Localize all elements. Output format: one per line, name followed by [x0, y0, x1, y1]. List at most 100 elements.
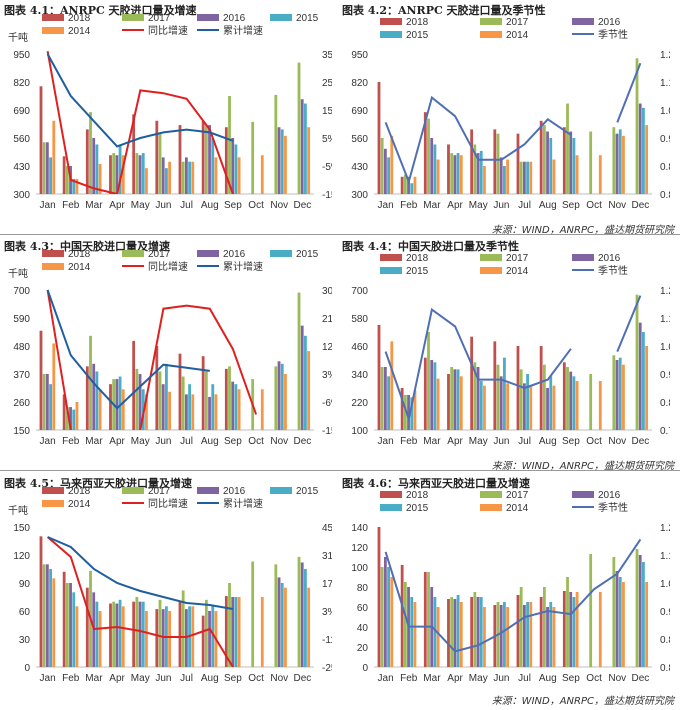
bar: [506, 159, 510, 194]
legend-swatch: [480, 31, 502, 38]
legend-swatch: [122, 250, 144, 257]
y-tick-label: 150: [13, 426, 30, 437]
bar: [529, 385, 533, 430]
legend-label: 2016: [223, 13, 246, 24]
legend-label: 2016: [223, 249, 246, 260]
bar: [522, 383, 526, 430]
bar: [377, 82, 381, 194]
legend-swatch: [42, 250, 64, 257]
x-tick-label: May: [469, 673, 488, 684]
bar: [132, 340, 136, 430]
bar: [274, 94, 278, 194]
y-tick-label: 120: [13, 551, 30, 562]
legend-label: 2018: [68, 13, 91, 24]
legend-swatch: [380, 18, 402, 25]
x-tick-label: Sep: [224, 673, 242, 684]
legend-swatch: [572, 254, 594, 261]
bar: [112, 153, 116, 194]
x-tick-label: Jun: [155, 200, 171, 211]
y2-tick-label: -5%: [322, 162, 332, 173]
bar: [49, 157, 52, 194]
bar: [145, 394, 148, 430]
bar: [403, 174, 407, 194]
bar: [65, 407, 69, 430]
source-note: 来源：WIND，ANRPC，盛达期货研究院: [491, 225, 674, 236]
y-tick-label: 140: [351, 523, 368, 534]
legend-swatch: [42, 27, 64, 34]
bar: [493, 129, 497, 194]
x-tick-label: Feb: [400, 200, 418, 211]
bar: [300, 325, 304, 430]
bar: [569, 371, 573, 430]
legend-label: 2014: [68, 26, 91, 37]
legend-swatch: [270, 14, 292, 21]
bar: [612, 557, 616, 667]
bar: [598, 592, 602, 667]
bar: [575, 381, 579, 430]
bar: [615, 133, 619, 194]
bar: [135, 368, 139, 430]
bar: [642, 107, 645, 194]
x-tick-label: Jun: [493, 673, 509, 684]
bar: [562, 127, 566, 194]
series-line: [46, 289, 210, 410]
bar: [433, 144, 437, 194]
bar: [109, 155, 112, 194]
legend-label: 季节性: [598, 264, 628, 277]
bar: [155, 609, 159, 667]
bar: [95, 601, 99, 667]
bar: [496, 364, 500, 430]
series-line: [384, 295, 642, 423]
bar: [204, 599, 208, 667]
bar: [98, 389, 102, 430]
x-tick-label: Mar: [423, 673, 441, 684]
legend-label: 2017: [148, 13, 171, 24]
bar: [251, 561, 255, 667]
bar: [645, 582, 649, 667]
x-tick-label: Feb: [62, 436, 80, 447]
bar: [307, 351, 311, 430]
y-tick-label: 260: [13, 398, 30, 409]
y2-tick-label: 30%: [322, 286, 332, 297]
y2-tick-label: 1.25: [660, 50, 670, 61]
bar: [549, 138, 553, 194]
legend-label: 2015: [406, 503, 429, 514]
chart-title: 图表 4.2：ANRPC 天胶进口量及季节性: [342, 4, 546, 17]
bar: [542, 364, 546, 430]
bar: [479, 597, 483, 667]
bar: [546, 607, 549, 667]
bar: [635, 58, 639, 194]
bar: [39, 86, 43, 194]
legend-swatch: [122, 487, 144, 494]
y-tick-label: 0: [24, 663, 30, 674]
bar: [453, 155, 457, 194]
bar: [503, 166, 506, 194]
bar: [575, 592, 579, 667]
bar: [380, 138, 384, 194]
y-tick-label: 60: [19, 607, 31, 618]
bar: [470, 129, 474, 194]
x-tick-label: Apr: [447, 436, 463, 447]
bar: [642, 562, 645, 667]
bar: [427, 118, 430, 194]
legend-swatch: [197, 250, 219, 257]
y-axis-unit: 千吨: [8, 31, 28, 44]
bar: [635, 549, 639, 667]
bar: [383, 148, 387, 194]
bar: [62, 156, 66, 194]
x-tick-label: Jun: [155, 673, 171, 684]
legend-label: 季节性: [598, 28, 628, 41]
legend-swatch: [270, 487, 292, 494]
bar: [234, 144, 238, 194]
bar: [178, 125, 182, 194]
bar: [52, 343, 56, 430]
bar: [211, 606, 215, 667]
bar: [519, 369, 523, 430]
bar: [184, 394, 188, 430]
bar: [39, 536, 43, 667]
bar: [307, 127, 311, 194]
chart-panel-4-5: 图表 4.5：马来西亚天胶进口量及增速 2018 2017 2016 2015 2014…: [2, 475, 332, 703]
bar: [297, 292, 301, 430]
chart-title: 图表 4.4：中国天胶进口量及季节性: [342, 240, 519, 253]
bar: [280, 583, 284, 667]
